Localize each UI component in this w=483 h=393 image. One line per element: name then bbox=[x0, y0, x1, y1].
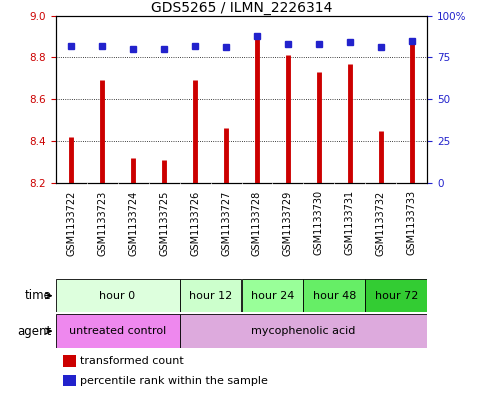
Text: hour 12: hour 12 bbox=[189, 291, 232, 301]
Text: percentile rank within the sample: percentile rank within the sample bbox=[80, 376, 268, 386]
Text: GSM1133731: GSM1133731 bbox=[345, 190, 355, 255]
Text: hour 72: hour 72 bbox=[375, 291, 418, 301]
Text: GSM1133730: GSM1133730 bbox=[314, 190, 324, 255]
Text: GSM1133722: GSM1133722 bbox=[66, 190, 76, 256]
Bar bbox=[242, 279, 303, 312]
Bar bbox=[63, 375, 76, 386]
Bar bbox=[56, 279, 180, 312]
Text: GSM1133727: GSM1133727 bbox=[221, 190, 231, 256]
Text: hour 24: hour 24 bbox=[251, 291, 294, 301]
Bar bbox=[56, 314, 180, 348]
Bar bbox=[63, 356, 76, 367]
Text: untreated control: untreated control bbox=[69, 326, 166, 336]
Text: GSM1133729: GSM1133729 bbox=[283, 190, 293, 255]
Text: GSM1133724: GSM1133724 bbox=[128, 190, 138, 255]
Text: GSM1133723: GSM1133723 bbox=[97, 190, 107, 255]
Text: GSM1133728: GSM1133728 bbox=[252, 190, 262, 255]
Text: GSM1133726: GSM1133726 bbox=[190, 190, 200, 255]
Bar bbox=[180, 279, 242, 312]
Text: mycophenolic acid: mycophenolic acid bbox=[251, 326, 355, 336]
Bar bbox=[180, 314, 427, 348]
Text: GSM1133733: GSM1133733 bbox=[407, 190, 417, 255]
Text: time: time bbox=[25, 289, 52, 302]
Title: GDS5265 / ILMN_2226314: GDS5265 / ILMN_2226314 bbox=[151, 1, 332, 15]
Text: hour 48: hour 48 bbox=[313, 291, 356, 301]
Text: GSM1133732: GSM1133732 bbox=[376, 190, 386, 255]
Bar bbox=[303, 279, 366, 312]
Bar bbox=[366, 279, 427, 312]
Text: transformed count: transformed count bbox=[80, 356, 184, 366]
Text: agent: agent bbox=[17, 325, 52, 338]
Text: GSM1133725: GSM1133725 bbox=[159, 190, 169, 256]
Text: hour 0: hour 0 bbox=[99, 291, 136, 301]
